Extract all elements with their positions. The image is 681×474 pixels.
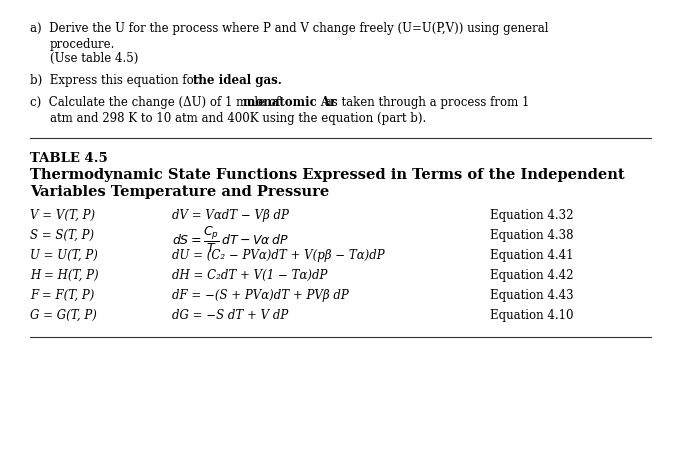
Text: Variables Temperature and Pressure: Variables Temperature and Pressure [30, 185, 329, 199]
Text: dG = −S dT + V dP: dG = −S dT + V dP [172, 309, 288, 322]
Text: dF = −(S + PVα)dT + PVβ dP: dF = −(S + PVα)dT + PVβ dP [172, 289, 349, 302]
Text: as taken through a process from 1: as taken through a process from 1 [321, 96, 529, 109]
Text: atm and 298 K to 10 atm and 400K using the equation (part b).: atm and 298 K to 10 atm and 400K using t… [50, 112, 426, 125]
Text: dU = (C₂ − PVα)dT + V(pβ − Tα)dP: dU = (C₂ − PVα)dT + V(pβ − Tα)dP [172, 249, 385, 262]
Text: G = G(T, P): G = G(T, P) [30, 309, 97, 322]
Text: procedure.: procedure. [50, 38, 115, 51]
Text: Equation 4.38: Equation 4.38 [490, 229, 573, 242]
Text: Equation 4.43: Equation 4.43 [490, 289, 573, 302]
Text: S = S(T, P): S = S(T, P) [30, 229, 94, 242]
Text: dV = VαdT − Vβ dP: dV = VαdT − Vβ dP [172, 209, 289, 222]
Text: U = U(T, P): U = U(T, P) [30, 249, 98, 262]
Text: Equation 4.42: Equation 4.42 [490, 269, 573, 282]
Text: F = F(T, P): F = F(T, P) [30, 289, 95, 302]
Text: H = H(T, P): H = H(T, P) [30, 269, 99, 282]
Text: Thermodynamic State Functions Expressed in Terms of the Independent: Thermodynamic State Functions Expressed … [30, 168, 624, 182]
Text: b)  Express this equation for: b) Express this equation for [30, 74, 203, 87]
Text: (Use table 4.5): (Use table 4.5) [50, 52, 138, 65]
Text: Equation 4.32: Equation 4.32 [490, 209, 573, 222]
Text: dH = C₂dT + V(1 − Tα)dP: dH = C₂dT + V(1 − Tα)dP [172, 269, 328, 282]
Text: a)  Derive the U for the process where P and V change freely (U=U(P,V)) using ge: a) Derive the U for the process where P … [30, 22, 548, 35]
Text: monatomic Ar: monatomic Ar [243, 96, 336, 109]
Text: Equation 4.41: Equation 4.41 [490, 249, 573, 262]
Text: TABLE 4.5: TABLE 4.5 [30, 152, 108, 165]
Text: the ideal gas.: the ideal gas. [193, 74, 282, 87]
Text: c)  Calculate the change (ΔU) of 1 mole of: c) Calculate the change (ΔU) of 1 mole o… [30, 96, 284, 109]
Text: $dS = \dfrac{C_p}{T}\,dT - V\alpha\, dP$: $dS = \dfrac{C_p}{T}\,dT - V\alpha\, dP$ [172, 225, 289, 255]
Text: V = V(T, P): V = V(T, P) [30, 209, 95, 222]
Text: Equation 4.10: Equation 4.10 [490, 309, 573, 322]
